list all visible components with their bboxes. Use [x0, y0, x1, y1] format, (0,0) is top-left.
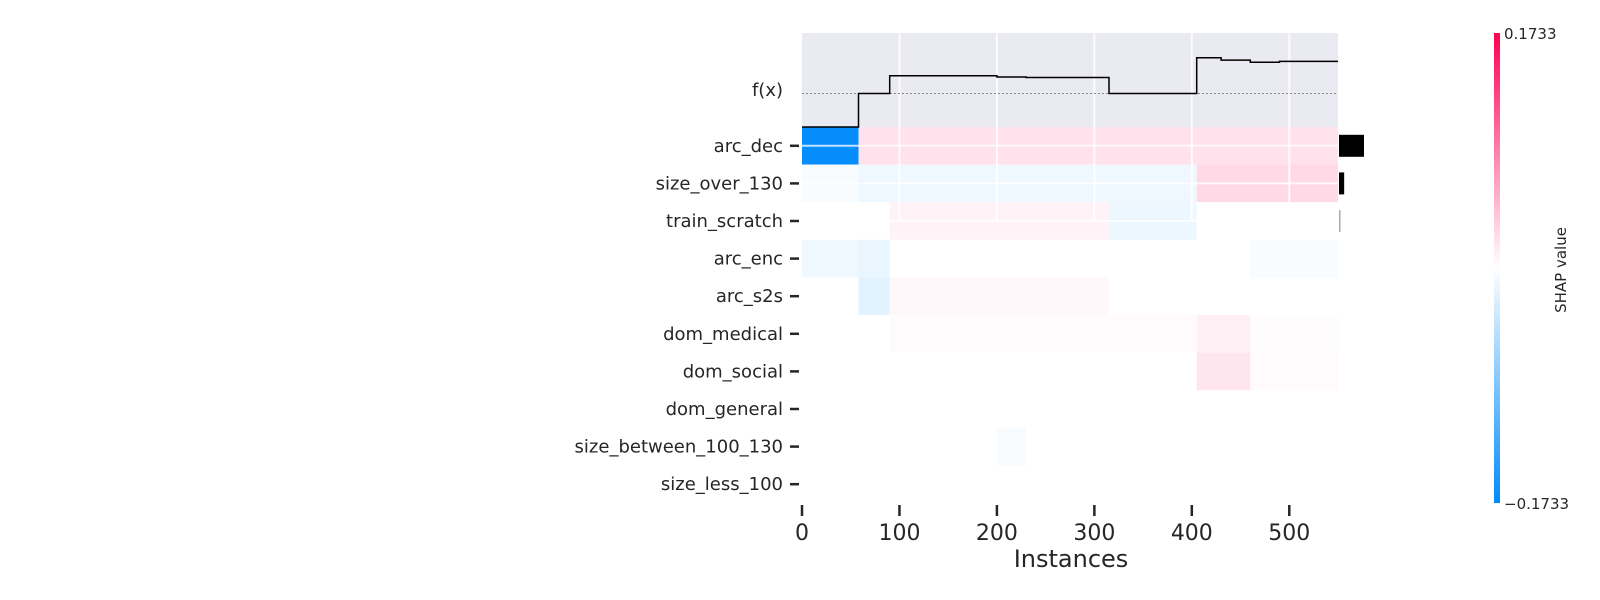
colorbar-min-label: −0.1733	[1504, 495, 1569, 513]
heatmap-cell	[889, 315, 1197, 353]
heatmap-cell	[1250, 239, 1338, 278]
heatmap-cell	[889, 277, 1109, 315]
feature-labels: arc_dec size_over_130 train_scratch arc_enc…	[575, 136, 799, 495]
colorbar-max-label: 0.1733	[1504, 25, 1557, 43]
importance-bar	[1339, 210, 1341, 232]
colorbar-title: SHAP value	[1552, 227, 1570, 313]
heatmap-cell	[1250, 352, 1338, 391]
heatmap-cell	[802, 277, 859, 315]
feature-label: size_less_100	[661, 474, 783, 495]
feature-label: arc_s2s	[716, 286, 783, 307]
heatmap-cell	[858, 239, 890, 278]
heatmap-cell	[889, 239, 1251, 278]
x-tick-label: 200	[976, 521, 1018, 546]
heatmap-cell	[802, 427, 997, 466]
x-tick-label: 500	[1268, 521, 1310, 546]
gridlines	[802, 33, 1338, 222]
feature-label: train_scratch	[666, 211, 783, 232]
x-tick-label: 0	[795, 521, 809, 546]
feature-label: dom_social	[683, 361, 783, 382]
heatmap-cell	[858, 277, 890, 315]
heatmap-cell	[1026, 427, 1338, 466]
feature-label: arc_dec	[714, 136, 783, 157]
heatmap-cell	[1196, 352, 1251, 391]
feature-label: size_between_100_130	[575, 437, 783, 458]
heatmap-cell	[996, 427, 1027, 466]
feature-label: dom_general	[666, 399, 783, 420]
x-tick-label: 300	[1073, 521, 1115, 546]
heatmap-cell	[1108, 277, 1338, 315]
colorbar	[1494, 33, 1500, 503]
feature-label: arc_enc	[714, 249, 783, 270]
heatmap-cell	[802, 465, 1338, 503]
x-tick-label: 400	[1171, 521, 1213, 546]
x-tick-label: 100	[878, 521, 920, 546]
fx-panel-background	[802, 33, 1338, 127]
x-axis: 0 100 200 300 400 500	[795, 505, 1310, 546]
heatmap-cell	[802, 390, 1338, 428]
heatmap-cell	[802, 352, 1197, 391]
x-axis-title: Instances	[1014, 545, 1129, 573]
fx-line-layer	[802, 57, 1338, 128]
heatmap-cell	[802, 315, 890, 353]
importance-bar	[1339, 134, 1364, 157]
heatmap-cell	[1196, 315, 1251, 353]
fx-panel	[802, 33, 1338, 127]
feature-label: dom_medical	[663, 324, 783, 345]
heatmap-cell	[802, 239, 859, 278]
importance-bar	[1339, 172, 1345, 195]
feature-label: size_over_130	[656, 173, 783, 194]
fx-label: f(x)	[752, 80, 783, 101]
importance-bars	[1339, 134, 1364, 232]
fx-line	[802, 57, 1338, 128]
heatmap-cell	[1250, 315, 1338, 353]
